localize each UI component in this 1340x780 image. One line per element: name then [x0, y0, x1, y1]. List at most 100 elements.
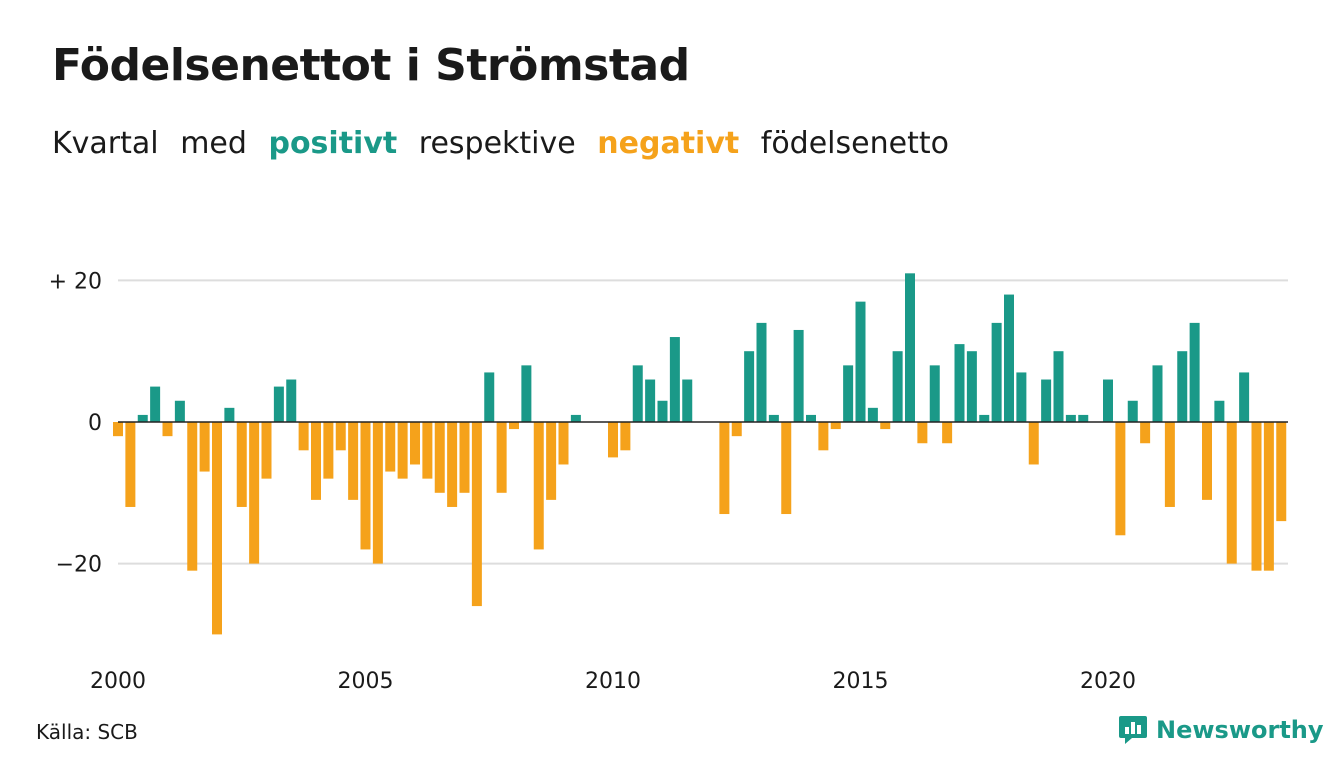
bar-negative [261, 422, 272, 479]
bar-negative [187, 422, 198, 571]
chart-title: Födelsenettot i Strömstad [52, 40, 690, 91]
grid-layer [118, 279, 1288, 565]
bar-positive [150, 386, 161, 422]
y-tick-label: + 20 [49, 269, 102, 294]
x-tick-label: 2010 [585, 669, 641, 694]
bar-negative [236, 422, 247, 507]
bar-negative [1263, 422, 1274, 571]
bar-positive [645, 379, 656, 422]
bar-positive [892, 351, 903, 422]
bar-positive [669, 337, 680, 422]
x-tick-label: 2000 [90, 669, 146, 694]
bar-positive [954, 344, 965, 422]
bar-negative [731, 422, 742, 437]
bar-positive [137, 414, 148, 422]
bar-negative [1115, 422, 1126, 536]
bar-negative [212, 422, 222, 635]
bar-positive [905, 273, 915, 422]
bar-positive [966, 351, 977, 422]
brand-logo[interactable]: Newsworthy [1118, 712, 1324, 748]
bar-positive [174, 400, 185, 422]
bar-negative [199, 422, 210, 472]
bar-positive [1065, 414, 1076, 422]
bar-negative [372, 422, 383, 564]
bar-positive [867, 407, 878, 422]
y-tick-label: 0 [88, 411, 102, 436]
subtitle-word-respektive: respektive [418, 126, 576, 161]
bar-negative [422, 422, 433, 479]
bar-positive [1103, 379, 1113, 422]
bar-negative [1226, 422, 1237, 564]
bar-negative [781, 422, 792, 515]
bar-positive [657, 400, 668, 422]
bar-positive [806, 414, 816, 422]
bar-negative [249, 422, 260, 564]
bar-positive [521, 365, 532, 422]
bar-negative [348, 422, 359, 500]
x-axis-labels: 2000 2005 2010 2015 2020 [90, 669, 1136, 694]
bar-negative [360, 422, 371, 550]
bar-negative [1202, 422, 1212, 500]
bar-positive [1152, 365, 1163, 422]
bar-positive [224, 407, 235, 422]
bar-negative [1140, 422, 1151, 444]
bar-negative [533, 422, 544, 550]
bar-negative [397, 422, 408, 479]
bar-negative [546, 422, 557, 500]
bar-negative [880, 422, 891, 430]
source-credit: Källa: SCB [36, 720, 138, 744]
brand-name: Newsworthy [1156, 716, 1324, 744]
bar-negative [1164, 422, 1175, 507]
bar-negative [719, 422, 730, 515]
bar-negative [1028, 422, 1039, 465]
bar-negative [311, 422, 321, 500]
bar-positive [1127, 400, 1138, 422]
bar-negative [447, 422, 458, 507]
bar-negative [917, 422, 928, 444]
bar-positive [1004, 294, 1014, 422]
bar-negative [410, 422, 420, 465]
bar-negative [434, 422, 445, 493]
bar-positive [1078, 414, 1089, 422]
bar-positive [1239, 372, 1250, 422]
subtitle-word-med: med [180, 126, 247, 161]
bar-positive [1053, 351, 1064, 422]
bar-negative [558, 422, 569, 465]
subtitle-word-kvartal: Kvartal [52, 126, 159, 161]
bar-negative [496, 422, 507, 493]
bar-positive [991, 322, 1002, 422]
subtitle-word-fodelsenetto: födelsenetto [760, 126, 949, 161]
bar-negative [509, 422, 519, 430]
bar-negative [162, 422, 173, 437]
newsworthy-logo-icon [1119, 716, 1147, 744]
bar-negative [125, 422, 136, 507]
bar-positive [1041, 379, 1052, 422]
bar-positive [1177, 351, 1188, 422]
bar-positive [570, 414, 581, 422]
x-tick-label: 2015 [833, 669, 889, 694]
x-tick-label: 2005 [338, 669, 394, 694]
y-axis-labels: + 20 0 −20 [49, 269, 102, 577]
bar-negative [830, 422, 841, 430]
bar-negative [942, 422, 953, 444]
subtitle-negative-label: negativt [597, 126, 740, 161]
bar-positive [632, 365, 643, 422]
bar-positive [682, 379, 693, 422]
bar-positive [1016, 372, 1027, 422]
bar-negative [471, 422, 482, 607]
y-tick-label: −20 [56, 553, 102, 578]
bar-negative [335, 422, 346, 451]
bar-negative [459, 422, 470, 493]
bar-positive [1214, 400, 1225, 422]
bar-positive [929, 365, 940, 422]
chart-subtitle: Kvartal med positivt respektive negativt… [52, 126, 949, 161]
bar-positive [756, 322, 767, 422]
bar-positive [768, 414, 779, 422]
x-tick-label: 2020 [1080, 669, 1136, 694]
bar-positive [286, 379, 297, 422]
bar-negative [608, 422, 618, 458]
bar-positive [273, 386, 284, 422]
bar-negative [1276, 422, 1287, 522]
bar-negative [323, 422, 334, 479]
